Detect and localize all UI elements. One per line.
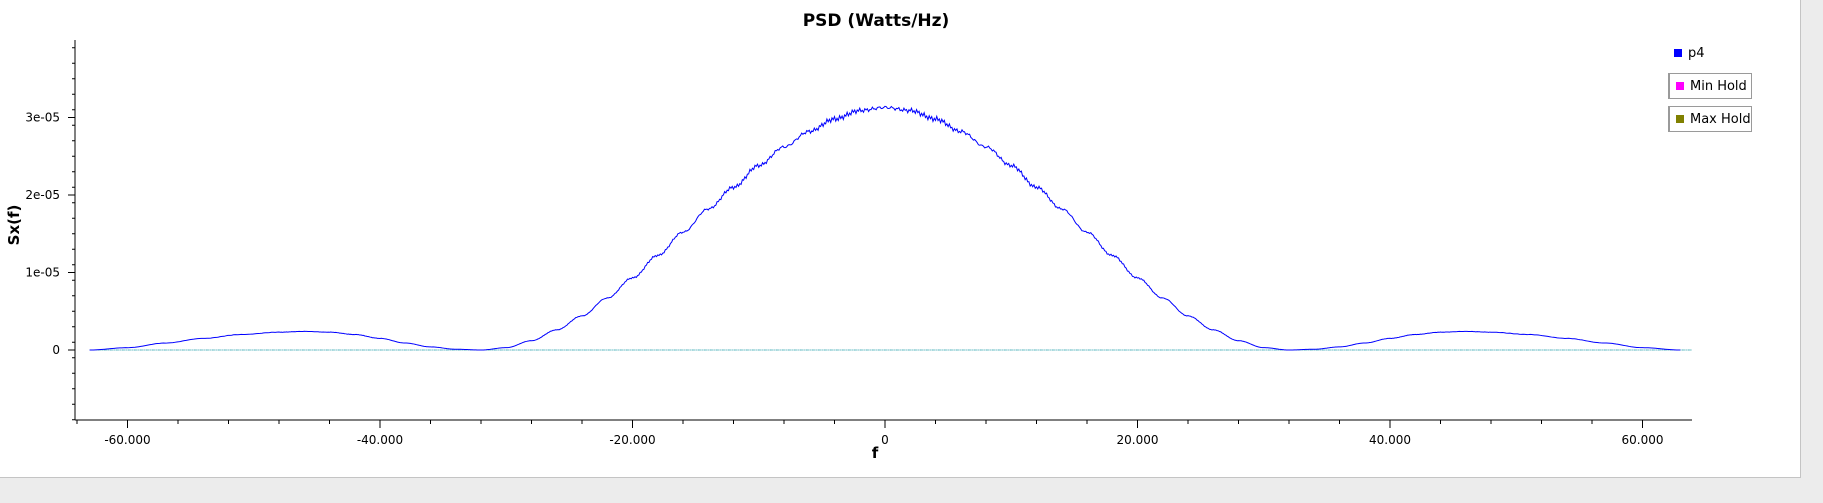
x-tick-label: 0 (881, 433, 889, 447)
plot-panel: PSD (Watts/Hz) Sx(f) f 0 1e-05 2e-05 3e-05 … (0, 0, 1801, 478)
y-axis: 0 1e-05 2e-05 3e-05 (25, 40, 76, 421)
y-tick-label: 0 (52, 343, 60, 357)
legend-swatch-p4 (1674, 49, 1682, 57)
x-tick-label: -40.000 (357, 433, 403, 447)
legend-label-max-hold: Max Hold (1690, 111, 1751, 127)
x-tick-label: 60.000 (1622, 433, 1664, 447)
series-line-p4 (89, 105, 1681, 351)
legend: p4 Min Hold Max Hold (1668, 40, 1752, 139)
psd-chart[interactable]: PSD (Watts/Hz) Sx(f) f 01e-052e-053e-05 … (0, 0, 1800, 477)
x-tick-label: 40.000 (1369, 433, 1411, 447)
y-tick-label: 3e-05 (25, 111, 60, 125)
chart-title: PSD (Watts/Hz) (803, 11, 950, 31)
y-tick-label: 1e-05 (25, 266, 60, 280)
y-axis-label: Sx(f) (5, 205, 23, 246)
legend-swatch-min-hold (1676, 82, 1684, 90)
legend-item-p4[interactable]: p4 (1668, 40, 1752, 66)
legend-label-p4: p4 (1688, 45, 1705, 61)
legend-label-min-hold: Min Hold (1690, 78, 1747, 94)
x-axis-label: f (872, 444, 879, 462)
x-tick-label: 20.000 (1117, 433, 1159, 447)
series-group (89, 105, 1692, 351)
x-tick-label: -20.000 (609, 433, 655, 447)
y-tick-label: 2e-05 (25, 188, 60, 202)
x-axis: -60.000 -40.000 -20.000 0 20.000 40.000 60.000 (75, 419, 1692, 447)
legend-swatch-max-hold (1676, 115, 1684, 123)
x-tick-label: -60.000 (104, 433, 150, 447)
legend-item-min-hold[interactable]: Min Hold (1668, 73, 1752, 99)
legend-item-max-hold[interactable]: Max Hold (1668, 106, 1752, 132)
